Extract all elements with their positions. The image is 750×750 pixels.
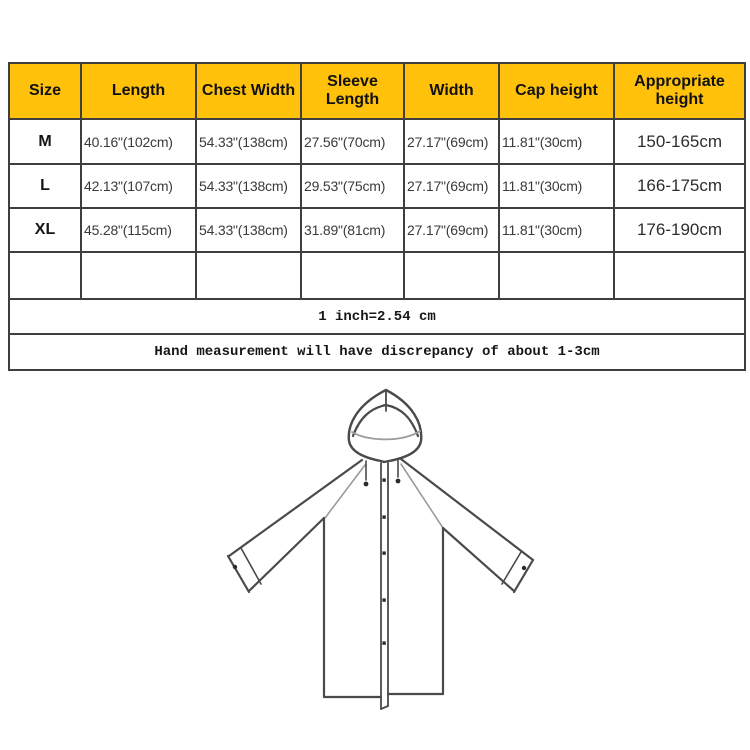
col-header-chest-width: Chest Width: [195, 62, 302, 120]
col-header-size: Size: [8, 62, 82, 120]
sleeve-length-cell: 31.89"(81cm): [300, 207, 405, 253]
empty-cell: [8, 251, 82, 300]
cap-height-cell: 11.81"(30cm): [498, 163, 615, 209]
width-cell: 27.17"(69cm): [403, 118, 500, 165]
right-cuff-button: [521, 565, 527, 571]
cap-height-cell: 11.81"(30cm): [498, 207, 615, 253]
col-header-length: Length: [80, 62, 197, 120]
length-cell: 45.28"(115cm): [80, 207, 197, 253]
raincoat-left-sleeve: [226, 458, 364, 594]
col-header-appropriate-height: Appropriate height: [613, 62, 746, 120]
cap-height-cell: 11.81"(30cm): [498, 118, 615, 165]
table-row-xl: XL 45.28"(115cm) 54.33"(138cm) 31.89"(81…: [8, 207, 746, 253]
empty-cell: [613, 251, 746, 300]
hood-opening-line: [351, 430, 421, 441]
empty-row: [8, 251, 746, 300]
table-row-m: M 40.16"(102cm) 54.33"(138cm) 27.56"(70c…: [8, 118, 746, 165]
empty-cell: [300, 251, 405, 300]
raincoat-placket: [380, 462, 389, 710]
sleeve-length-cell: 27.56"(70cm): [300, 118, 405, 165]
raincoat-drawstrings: [363, 459, 401, 487]
length-cell: 42.13"(107cm): [80, 163, 197, 209]
width-cell: 27.17"(69cm): [403, 207, 500, 253]
measurement-discrepancy-note: Hand measurement will have discrepancy o…: [8, 333, 746, 371]
raincoat-buttons: [232, 478, 527, 645]
size-cell: L: [8, 163, 82, 209]
appropriate-height-cell: 150-165cm: [613, 118, 746, 165]
raincoat-body: [322, 516, 445, 699]
chest-width-cell: 54.33"(138cm): [195, 118, 302, 165]
size-cell: XL: [8, 207, 82, 253]
sleeve-length-cell: 29.53"(75cm): [300, 163, 405, 209]
chest-width-cell: 54.33"(138cm): [195, 163, 302, 209]
hood-inner-arch: [351, 403, 420, 438]
note-row-inch: 1 inch=2.54 cm: [8, 298, 746, 335]
empty-cell: [195, 251, 302, 300]
raincoat-hood: [347, 388, 423, 464]
table-row-l: L 42.13"(107cm) 54.33"(138cm) 29.53"(75c…: [8, 163, 746, 209]
size-cell: M: [8, 118, 82, 165]
empty-cell: [498, 251, 615, 300]
inch-conversion-note: 1 inch=2.54 cm: [8, 298, 746, 335]
chest-width-cell: 54.33"(138cm): [195, 207, 302, 253]
length-cell: 40.16"(102cm): [80, 118, 197, 165]
appropriate-height-cell: 166-175cm: [613, 163, 746, 209]
col-header-cap-height: Cap height: [498, 62, 615, 120]
raincoat-raglan-seams: [324, 463, 444, 529]
left-cuff-button: [232, 564, 238, 570]
header-row: Size Length Chest Width Sleeve Length Wi…: [8, 62, 746, 120]
empty-cell: [403, 251, 500, 300]
raincoat-illustration: [226, 388, 535, 710]
col-header-sleeve-length: Sleeve Length: [300, 62, 405, 120]
size-chart-table: Size Length Chest Width Sleeve Length Wi…: [8, 62, 746, 371]
empty-cell: [80, 251, 197, 300]
note-row-measurement: Hand measurement will have discrepancy o…: [8, 333, 746, 371]
appropriate-height-cell: 176-190cm: [613, 207, 746, 253]
raincoat-right-sleeve: [399, 457, 535, 594]
col-header-width: Width: [403, 62, 500, 120]
width-cell: 27.17"(69cm): [403, 163, 500, 209]
